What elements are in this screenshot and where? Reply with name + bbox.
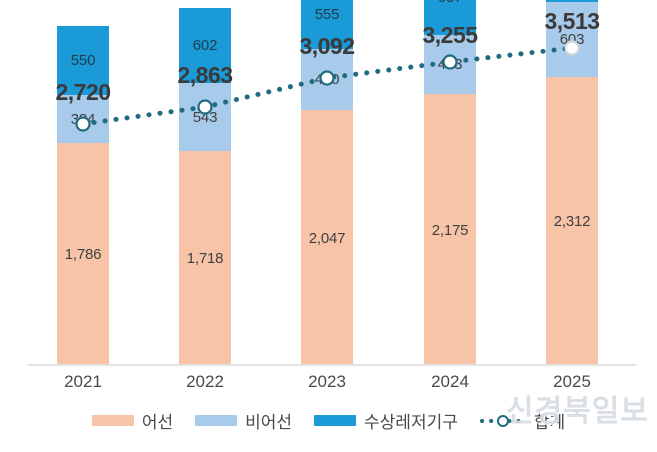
total-value-label: 3,255	[422, 22, 478, 48]
legend-label: 어선	[141, 412, 174, 432]
total-value-label: 3,092	[299, 33, 355, 59]
bar-group[interactable]: 550 384 1,786	[57, 26, 109, 366]
chart-legend: 어선 비어선 수상레저기구 합계	[0, 404, 657, 436]
bar-segment-value: 543	[192, 108, 218, 126]
x-axis-baseline	[28, 364, 636, 366]
bar-segment-value: 473	[437, 56, 463, 73]
legend-item-water-leisure[interactable]: 수상레저기구	[314, 408, 458, 433]
legend-label: 비어선	[245, 412, 293, 432]
bar-segment-value: 2,047	[308, 229, 346, 247]
bar-segment-fishing[interactable]: 2,047	[301, 110, 353, 366]
bar-segment-water-leisure[interactable]: 555	[301, 0, 353, 49]
x-tick-label: 2024	[431, 372, 469, 391]
bar-segment-water-leisure[interactable]: 598	[546, 0, 598, 2]
x-tick-label: 2025	[553, 372, 591, 391]
legend-item-non-fishing[interactable]: 비어선	[195, 408, 292, 433]
bar-segment-water-leisure[interactable]: 607	[424, 0, 476, 35]
square-swatch-icon	[314, 414, 357, 426]
legend-label: 수상레저기구	[364, 412, 458, 432]
legend-label: 합계	[533, 412, 566, 432]
total-value-label: 3,513	[544, 8, 600, 34]
legend-item-total[interactable]: 합계	[479, 408, 566, 433]
bar-segment-value: 384	[70, 110, 96, 128]
legend-item-fishing[interactable]: 어선	[91, 408, 174, 433]
bar-segment-fishing[interactable]: 2,175	[424, 94, 476, 366]
bar-segment-fishing[interactable]: 1,718	[179, 151, 231, 366]
bar-segment-value: 607	[438, 0, 463, 5]
bar-segment-value: 1,718	[186, 250, 224, 267]
bar-segment-non-fishing[interactable]: 543	[179, 83, 231, 151]
bar-segment-value: 2,175	[431, 221, 469, 239]
total-value-label: 2,863	[177, 62, 233, 88]
bar-group[interactable]: 607 473 2,175	[424, 0, 476, 366]
total-value-label: 2,720	[55, 79, 111, 105]
bar-segment-value: 555	[314, 6, 340, 23]
x-tick-label: 2023	[308, 372, 346, 391]
bar-segment-value: 490	[314, 71, 340, 88]
x-tick-label: 2021	[64, 372, 102, 391]
square-swatch-icon	[91, 414, 134, 426]
bar-segment-value: 550	[70, 52, 96, 69]
x-axis: 2021 2022 2023 2024 2025	[0, 368, 657, 400]
bar-segment-value: 1,786	[64, 246, 102, 263]
x-tick-label: 2022	[186, 372, 224, 391]
bar-segment-fishing[interactable]: 1,786	[57, 143, 109, 366]
dotted-line-marker-icon	[479, 414, 526, 427]
bar-group[interactable]: 598 603 2,312	[546, 0, 598, 366]
plot-area: 550 384 1,786 2,720 602 543 1,718 2,863	[55, 0, 600, 366]
square-swatch-icon	[195, 414, 238, 426]
bar-segment-value: 602	[192, 37, 218, 54]
bar-segment-value: 2,312	[553, 213, 591, 230]
bar-segment-fishing[interactable]: 2,312	[546, 77, 598, 366]
